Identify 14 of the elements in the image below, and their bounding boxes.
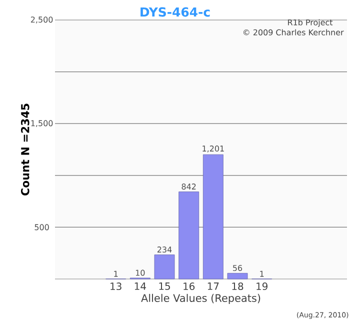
y-axis-title: Count N =2345: [21, 104, 30, 196]
chart-title: DYS-464-c: [140, 7, 210, 17]
x-tick-label: 14: [134, 282, 146, 290]
x-axis-title: Allele Values (Repeats): [141, 294, 260, 304]
bar: [154, 254, 175, 280]
x-tick-label: 17: [208, 282, 219, 290]
bar: [227, 273, 248, 280]
bar: [178, 192, 200, 280]
x-tick-label: 16: [184, 282, 195, 290]
x-tick-label: 19: [256, 282, 268, 290]
x-tick-label: 15: [159, 282, 170, 290]
x-tick-label: 18: [232, 282, 244, 290]
x-tick-label: 13: [110, 282, 122, 290]
bar: [202, 154, 224, 280]
